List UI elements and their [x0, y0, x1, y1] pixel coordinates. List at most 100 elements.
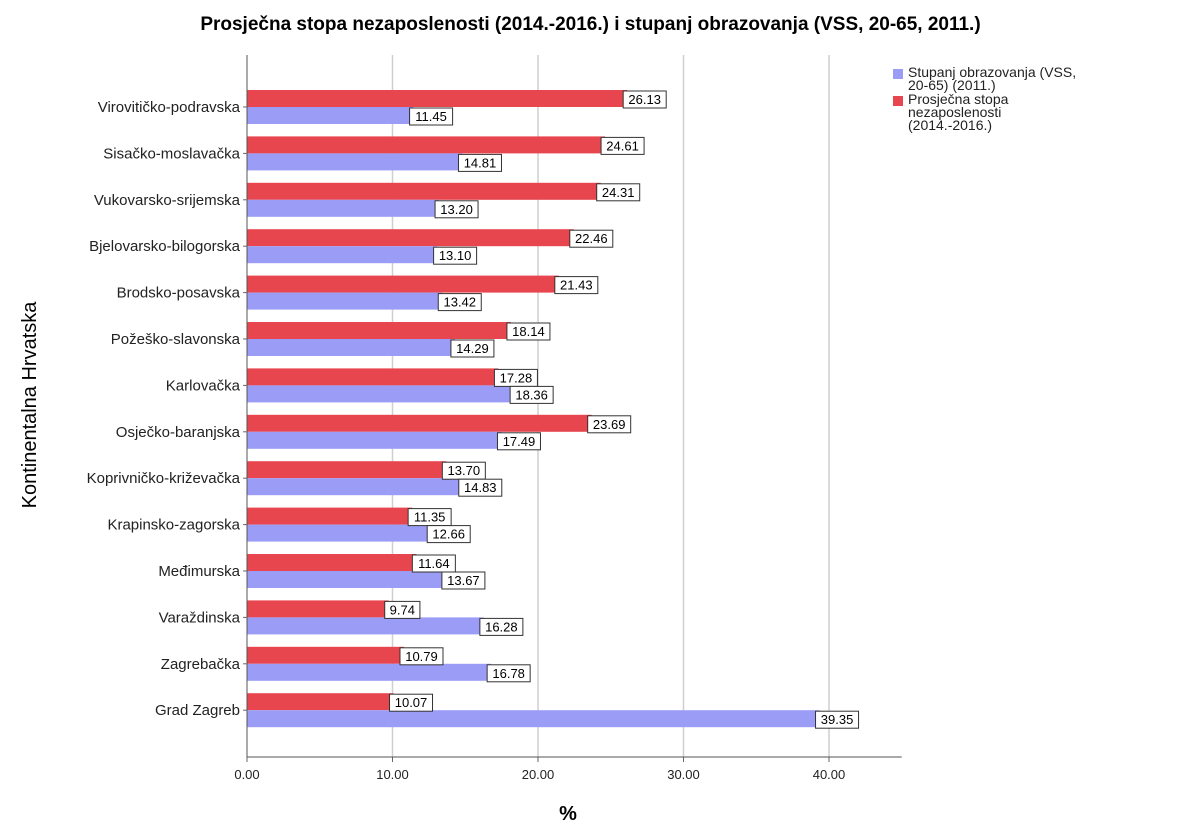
legend-swatch-unemployment	[893, 96, 903, 106]
data-label-box	[441, 571, 486, 590]
data-label-unemployment: 18.14	[512, 324, 545, 339]
data-label-unemployment: 23.69	[593, 417, 626, 432]
data-label-box	[399, 647, 444, 666]
data-label-unemployment: 24.31	[602, 185, 635, 200]
bar-unemployment	[247, 461, 447, 479]
y-category-label: Koprivničko-križevačka	[87, 470, 241, 487]
data-label-box	[411, 554, 456, 573]
y-category-label: Sisačko-moslavačka	[103, 145, 240, 162]
data-label-box	[458, 478, 503, 497]
bar-education	[247, 153, 463, 171]
data-label-box	[384, 600, 421, 619]
legend-label-unemployment: Prosječna stopa nezaposlenosti (2014.-20…	[908, 91, 1009, 133]
data-label-education: 16.78	[492, 666, 525, 681]
bar-education	[247, 339, 455, 356]
data-label-box	[506, 322, 551, 341]
y-category-label: Osječko-baranjska	[116, 424, 241, 441]
data-label-box	[622, 90, 667, 109]
data-label-box	[437, 293, 482, 312]
bar-unemployment	[247, 229, 574, 247]
y-category-label: Brodsko-posavska	[117, 285, 241, 302]
data-label-education: 11.45	[415, 109, 447, 124]
bar-unemployment	[247, 322, 511, 339]
data-label-education: 18.36	[515, 387, 548, 402]
data-label-box	[554, 276, 599, 295]
bar-education	[247, 710, 820, 728]
data-label-unemployment: 11.64	[418, 556, 450, 571]
data-label-unemployment: 11.35	[414, 510, 446, 525]
bar-unemployment	[247, 368, 499, 386]
data-label-education: 13.20	[440, 202, 473, 217]
data-label-box	[815, 710, 860, 729]
data-label-box	[600, 136, 645, 155]
bar-unemployment	[247, 182, 601, 200]
y-category-label: Virovitičko-podravska	[98, 99, 241, 116]
y-category-label: Krapinsko-zagorska	[107, 517, 240, 534]
y-category-label: Bjelovarsko-bilogorska	[89, 238, 241, 255]
bar-education	[247, 292, 443, 310]
bar-education	[247, 107, 414, 124]
data-label-box	[389, 693, 434, 712]
bar-unemployment	[247, 136, 606, 154]
data-label-box	[433, 246, 478, 265]
data-label-unemployment: 13.70	[448, 463, 481, 478]
data-label-education: 17.49	[503, 434, 536, 449]
data-label-box	[496, 432, 541, 451]
bar-unemployment	[247, 600, 389, 618]
x-axis-title: %	[559, 803, 577, 825]
x-tick-label: 20.00	[522, 767, 555, 782]
bar-education	[247, 571, 446, 588]
bar-education	[247, 199, 440, 217]
bar-education	[247, 617, 484, 635]
data-label-unemployment: 26.13	[628, 92, 661, 107]
bar-unemployment	[247, 554, 417, 571]
x-tick-label: 40.00	[813, 767, 846, 782]
legend-item-education: Stupanj obrazovanja (VSS, 20-65) (2011.)	[893, 64, 1173, 93]
y-axis-title: Kontinentalna Hrvatska	[19, 301, 41, 509]
data-label-unemployment: 21.43	[560, 278, 593, 293]
data-label-unemployment: 24.61	[606, 138, 639, 153]
bar-unemployment	[247, 507, 413, 525]
data-label-unemployment: 9.74	[390, 602, 415, 617]
bar-unemployment	[247, 90, 628, 107]
bar-unemployment	[247, 414, 592, 432]
bar-education	[247, 385, 515, 403]
bar-education	[247, 524, 432, 542]
y-category-label: Grad Zagreb	[155, 702, 240, 719]
data-label-box	[426, 525, 471, 544]
data-label-education: 14.29	[456, 341, 489, 356]
bar-unemployment	[247, 693, 394, 711]
data-label-education: 39.35	[821, 712, 854, 727]
data-label-box	[596, 183, 641, 202]
y-category-label: Varaždinska	[159, 609, 241, 626]
data-label-box	[479, 617, 524, 636]
bar-education	[247, 246, 438, 264]
bar-unemployment	[247, 275, 559, 293]
data-label-box	[457, 153, 502, 172]
bar-unemployment	[247, 646, 404, 664]
chart-title: Prosječna stopa nezaposlenosti (2014.-20…	[200, 14, 981, 35]
x-tick-label: 0.00	[234, 767, 259, 782]
x-tick-label: 30.00	[667, 767, 700, 782]
chart-legend: Stupanj obrazovanja (VSS, 20-65) (2011.)…	[893, 64, 1173, 133]
legend-swatch-education	[893, 69, 903, 79]
data-label-unemployment: 22.46	[575, 231, 608, 246]
y-category-label: Zagrebačka	[161, 656, 241, 673]
bar-education	[247, 431, 502, 449]
data-label-box	[569, 229, 614, 248]
bar-education	[247, 663, 492, 681]
bar-education	[247, 478, 463, 496]
data-label-box	[587, 415, 632, 434]
legend-label-education: Stupanj obrazovanja (VSS, 20-65) (2011.)	[908, 64, 1077, 93]
data-label-education: 13.10	[439, 248, 472, 263]
data-label-education: 13.67	[447, 573, 480, 588]
data-label-education: 12.66	[432, 527, 465, 542]
data-label-education: 16.28	[485, 619, 518, 634]
data-label-education: 13.42	[443, 295, 476, 310]
y-category-label: Karlovačka	[166, 377, 241, 394]
data-label-box	[509, 385, 554, 404]
y-category-label: Međimurska	[158, 563, 240, 580]
data-label-box	[409, 107, 454, 126]
data-label-box	[434, 200, 479, 219]
